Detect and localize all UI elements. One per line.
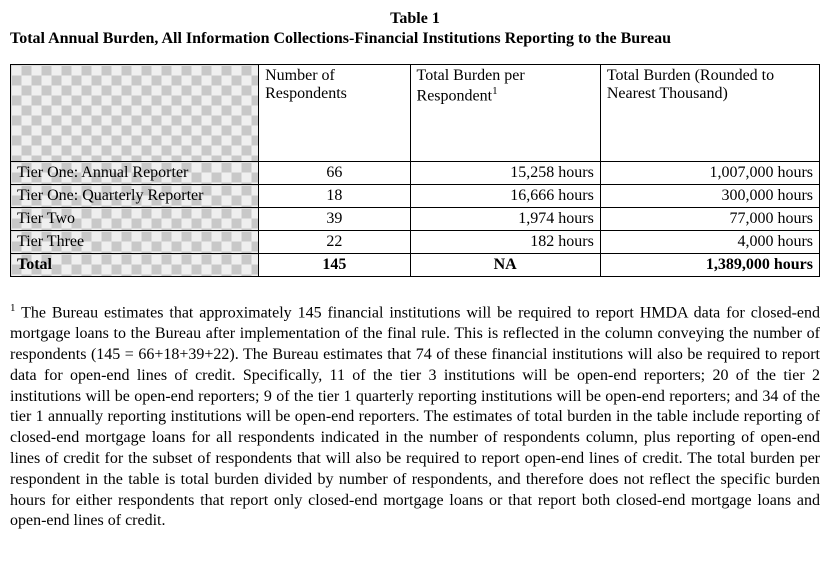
table-total-row: Total 145 NA 1,389,000 hours bbox=[11, 254, 820, 277]
total-label: Total bbox=[11, 254, 259, 277]
table-row: Tier Two 39 1,974 hours 77,000 hours bbox=[11, 208, 820, 231]
row-total: 1,007,000 hours bbox=[600, 162, 819, 185]
burden-table: Number of Respondents Total Burden per R… bbox=[10, 64, 820, 277]
header-cell-total: Total Burden (Rounded to Nearest Thousan… bbox=[600, 65, 819, 162]
table-row: Tier One: Quarterly Reporter 18 16,666 h… bbox=[11, 185, 820, 208]
row-respondents: 39 bbox=[259, 208, 410, 231]
row-respondents: 66 bbox=[259, 162, 410, 185]
header-per-superscript: 1 bbox=[492, 85, 498, 97]
table-number: Table 1 bbox=[10, 10, 820, 28]
table-row: Tier Three 22 182 hours 4,000 hours bbox=[11, 231, 820, 254]
row-total: 4,000 hours bbox=[600, 231, 819, 254]
table-title: Total Annual Burden, All Information Col… bbox=[10, 30, 820, 48]
row-per: 1,974 hours bbox=[410, 208, 600, 231]
row-label: Tier Two bbox=[11, 208, 259, 231]
row-label: Tier One: Quarterly Reporter bbox=[11, 185, 259, 208]
row-respondents: 18 bbox=[259, 185, 410, 208]
table-header-row: Number of Respondents Total Burden per R… bbox=[11, 65, 820, 162]
row-respondents: 22 bbox=[259, 231, 410, 254]
row-per: 16,666 hours bbox=[410, 185, 600, 208]
table-row: Tier One: Annual Reporter 66 15,258 hour… bbox=[11, 162, 820, 185]
total-respondents: 145 bbox=[259, 254, 410, 277]
header-cell-empty bbox=[11, 65, 259, 162]
row-total: 77,000 hours bbox=[600, 208, 819, 231]
header-cell-per-respondent: Total Burden per Respondent1 bbox=[410, 65, 600, 162]
footnote: 1 The Bureau estimates that approximatel… bbox=[10, 301, 820, 532]
total-per: NA bbox=[410, 254, 600, 277]
row-label: Tier Three bbox=[11, 231, 259, 254]
total-total: 1,389,000 hours bbox=[600, 254, 819, 277]
header-per-text: Total Burden per Respondent bbox=[417, 67, 525, 104]
row-total: 300,000 hours bbox=[600, 185, 819, 208]
row-per: 182 hours bbox=[410, 231, 600, 254]
row-label: Tier One: Annual Reporter bbox=[11, 162, 259, 185]
header-cell-respondents: Number of Respondents bbox=[259, 65, 410, 162]
footnote-text: The Bureau estimates that approximately … bbox=[10, 304, 820, 529]
row-per: 15,258 hours bbox=[410, 162, 600, 185]
